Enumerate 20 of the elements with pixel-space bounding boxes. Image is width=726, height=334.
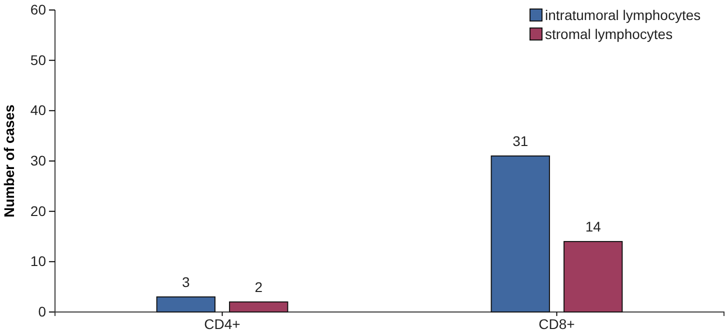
y-tick-label: 60 (30, 1, 46, 18)
y-tick-label: 40 (30, 102, 46, 118)
bar (564, 241, 623, 312)
legend-label: intratumoral lymphocytes (545, 7, 701, 23)
x-tick-label: CD4+ (204, 316, 240, 332)
legend-label: stromal lymphocytes (545, 26, 673, 42)
data-label: 2 (254, 278, 263, 295)
y-axis-title: Number of cases (1, 104, 17, 218)
data-label: 3 (182, 274, 190, 290)
data-label: 31 (512, 132, 528, 149)
bar (229, 301, 288, 312)
bar (156, 296, 216, 312)
y-tick-label: 0 (38, 303, 46, 320)
bar (490, 155, 550, 312)
y-tick-label: 20 (30, 202, 46, 219)
y-tick-label: 10 (30, 253, 46, 270)
x-tick-label: CD8+ (538, 316, 575, 332)
y-tick-label: 50 (30, 52, 46, 68)
y-tick-label: 30 (30, 152, 46, 168)
data-label: 14 (585, 218, 602, 235)
